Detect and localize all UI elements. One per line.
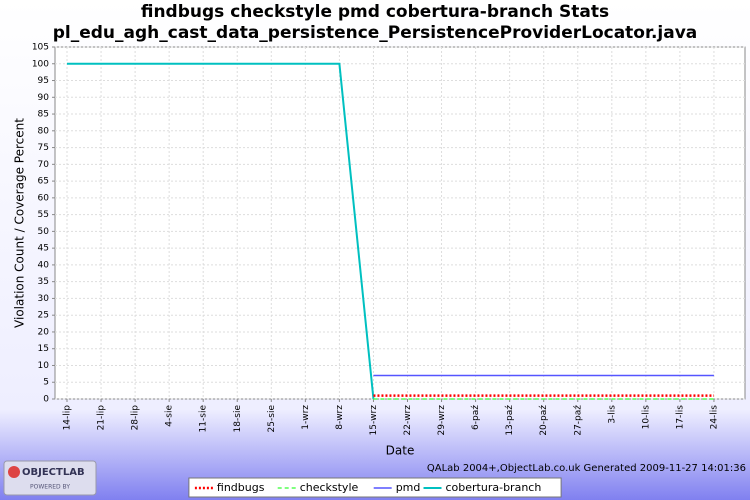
- y-tick-label: 105: [32, 43, 49, 53]
- y-tick-label: 80: [38, 126, 50, 136]
- chart-subtitle: pl_edu_agh_cast_data_persistence_Persist…: [53, 23, 698, 43]
- y-tick-label: 95: [38, 76, 49, 86]
- y-tick-label: 5: [43, 378, 49, 388]
- footer: QALab 2004+,ObjectLab.co.uk Generated 20…: [427, 463, 746, 474]
- series-line: [67, 62, 375, 400]
- logo-box: [3, 460, 97, 496]
- plot-area: [54, 46, 746, 400]
- x-tick-label: 29-wrz: [437, 405, 447, 436]
- legend-label: findbugs: [217, 481, 265, 494]
- x-tick-label: 13-paź: [505, 405, 515, 436]
- legend-label: checkstyle: [300, 481, 359, 494]
- legend-label: pmd: [396, 481, 421, 494]
- legend: findbugs checkstyle pmd cobertura-branch: [188, 477, 562, 498]
- logo: OBJECTLAB: [22, 467, 85, 478]
- y-tick-label: 55: [38, 210, 49, 220]
- y-tick-label: 70: [38, 160, 50, 170]
- y-tick-label: 100: [32, 59, 49, 69]
- y-tick-label: 40: [38, 260, 50, 270]
- y-tick-label: 60: [38, 193, 50, 203]
- y-tick-label: 25: [38, 311, 49, 321]
- y-tick-label: 0: [43, 395, 49, 405]
- chart-title: findbugs checkstyle pmd cobertura-branch…: [141, 2, 609, 22]
- x-tick-label: 8-wrz: [335, 405, 345, 430]
- x-tick-label: 6-paź: [471, 405, 481, 430]
- legend-label: cobertura-branch: [446, 481, 542, 494]
- y-tick-label: 30: [38, 294, 50, 304]
- y-tick-label: 50: [38, 227, 50, 237]
- y-tick-label: 75: [38, 143, 49, 153]
- x-tick-label: 24-lis: [709, 405, 719, 430]
- y-tick-label: 20: [38, 327, 50, 337]
- x-tick-label: 25-sie: [267, 405, 277, 433]
- x-tick-label: 27-paź: [573, 405, 583, 436]
- x-tick-label: 22-wrz: [403, 405, 413, 436]
- x-axis-label: Date: [386, 444, 415, 458]
- logo-icon: [8, 466, 20, 478]
- x-tick-label: 20-paź: [539, 405, 549, 436]
- x-tick-label: 4-sie: [165, 405, 175, 427]
- x-tick-label: 21-lip: [97, 405, 107, 431]
- x-tick-label: 28-lip: [131, 405, 141, 431]
- y-tick-label: 90: [38, 93, 50, 103]
- y-tick-label: 85: [38, 110, 49, 120]
- y-tick-label: 10: [38, 361, 50, 371]
- x-tick-label: 11-sie: [199, 405, 209, 433]
- x-tick-label: 15-wrz: [369, 405, 379, 436]
- logo-sub: POWERED BY: [30, 484, 70, 491]
- x-tick-label: 10-lis: [641, 405, 651, 430]
- x-tick-label: 14-lip: [63, 405, 73, 431]
- y-tick-label: 45: [38, 244, 49, 254]
- y-tick-label: 65: [38, 177, 49, 187]
- y-axis-label: Violation Count / Coverage Percent: [13, 118, 27, 328]
- x-tick-label: 18-sie: [233, 405, 243, 433]
- x-tick-label: 1-wrz: [301, 405, 311, 430]
- y-tick-label: 35: [38, 277, 49, 287]
- x-tick-label: 3-lis: [607, 405, 617, 424]
- y-tick-label: 15: [38, 344, 49, 354]
- x-tick-label: 17-lis: [675, 405, 685, 430]
- grid: [55, 46, 745, 400]
